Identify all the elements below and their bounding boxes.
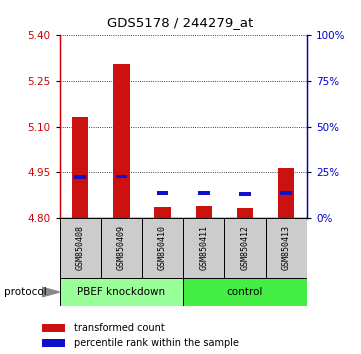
Text: GSM850410: GSM850410: [158, 225, 167, 270]
Bar: [183, 218, 225, 278]
Bar: [142, 218, 183, 278]
Text: GDS5178 / 244279_at: GDS5178 / 244279_at: [107, 16, 254, 29]
Bar: [237, 208, 253, 218]
Bar: [113, 64, 130, 218]
Bar: [60, 278, 183, 306]
Bar: [43, 324, 65, 332]
Bar: [183, 278, 307, 306]
Bar: [278, 169, 295, 218]
Bar: [74, 176, 86, 179]
Bar: [116, 175, 127, 178]
Text: GSM850412: GSM850412: [240, 225, 249, 270]
Bar: [155, 207, 171, 218]
Bar: [196, 206, 212, 218]
Bar: [266, 218, 307, 278]
Bar: [43, 339, 65, 347]
Text: PBEF knockdown: PBEF knockdown: [77, 287, 165, 297]
Bar: [225, 218, 266, 278]
Bar: [72, 118, 88, 218]
Bar: [101, 218, 142, 278]
Bar: [157, 191, 168, 195]
Polygon shape: [42, 287, 60, 297]
Bar: [280, 191, 292, 195]
Text: GSM850408: GSM850408: [76, 225, 85, 270]
Bar: [239, 192, 251, 195]
Text: GSM850413: GSM850413: [282, 225, 291, 270]
Text: control: control: [227, 287, 263, 297]
Bar: [198, 191, 210, 195]
Text: GSM850411: GSM850411: [199, 225, 208, 270]
Text: percentile rank within the sample: percentile rank within the sample: [74, 338, 239, 348]
Text: GSM850409: GSM850409: [117, 225, 126, 270]
Bar: [60, 218, 101, 278]
Text: transformed count: transformed count: [74, 323, 165, 333]
Text: protocol: protocol: [4, 287, 46, 297]
